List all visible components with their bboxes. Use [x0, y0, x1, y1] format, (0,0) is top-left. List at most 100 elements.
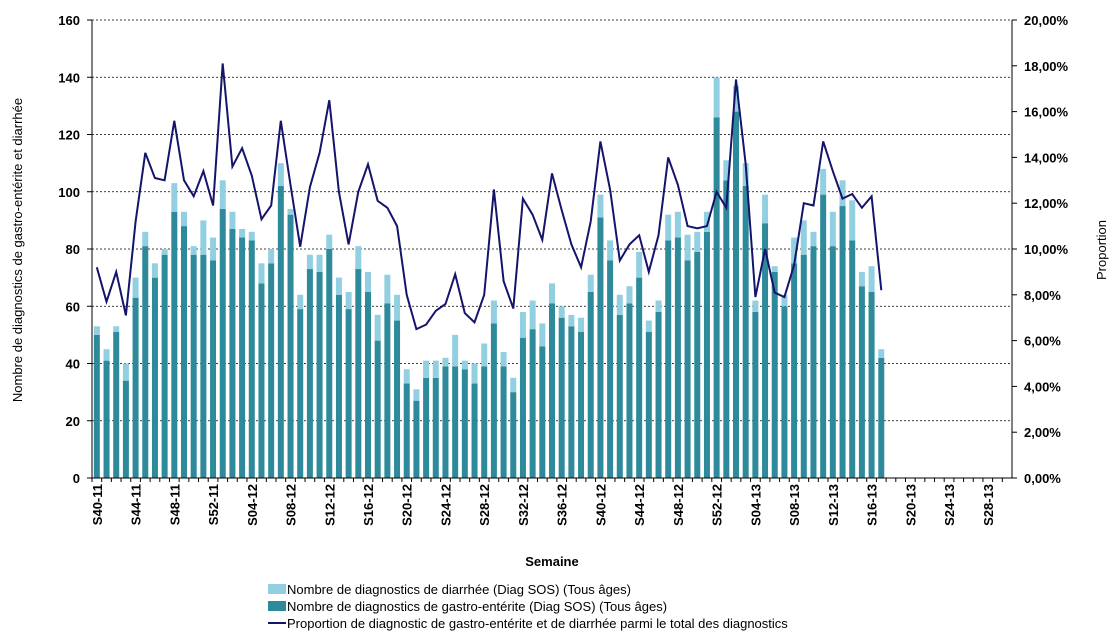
legend-label: Nombre de diagnostics de diarrhée (Diag … [287, 582, 631, 597]
bar-stacked [849, 200, 856, 241]
bar-stacked [548, 283, 556, 304]
bar-stacked [732, 85, 740, 112]
bar [210, 260, 217, 478]
bar [355, 269, 362, 478]
bar [384, 303, 391, 478]
bar [490, 323, 497, 478]
x-tick-label: S12-13 [826, 484, 841, 526]
bar-stacked [694, 231, 701, 252]
legend-label: Nombre de diagnostics de gastro-entérite… [287, 599, 667, 614]
bar [771, 271, 778, 478]
bar [132, 297, 139, 478]
bar [248, 240, 255, 478]
bar [229, 228, 236, 478]
bar-stacked [519, 311, 526, 338]
x-tick-label: S28-13 [981, 484, 996, 526]
x-tick-label: S40-12 [593, 484, 608, 526]
x-tick-label: S24-13 [942, 484, 957, 526]
bar-stacked [442, 357, 449, 367]
bar [674, 237, 681, 478]
bar [597, 217, 604, 478]
bar-stacked [607, 240, 614, 261]
bar-stacked [452, 334, 459, 367]
bar [258, 283, 265, 478]
bar-stacked [248, 231, 255, 241]
y2-tick-label: 20,00% [1024, 13, 1069, 28]
bar [200, 254, 207, 478]
x-tick-label: S52-12 [710, 484, 725, 526]
bar-stacked [210, 237, 217, 261]
y-tick-label: 160 [58, 13, 80, 28]
y2-tick-label: 14,00% [1024, 150, 1069, 165]
y-tick-label: 60 [66, 299, 80, 314]
bar [161, 254, 168, 478]
bar [810, 246, 817, 478]
bar [403, 383, 410, 478]
bar [413, 400, 420, 478]
x-tick-label: S16-13 [865, 484, 880, 526]
bar [791, 263, 798, 478]
bar [180, 226, 188, 478]
bar-stacked [384, 274, 391, 304]
bar [142, 246, 149, 478]
x-tick-label: S32-12 [516, 484, 531, 526]
x-tick-label: S04-13 [748, 484, 763, 526]
x-axis-label: Semaine [525, 554, 578, 569]
x-tick-label: S16-12 [361, 484, 376, 526]
x-tick-label: S08-13 [787, 484, 802, 526]
bar [616, 314, 623, 478]
bar-stacked [461, 360, 468, 370]
bar-stacked [762, 194, 769, 224]
bar-stacked [306, 254, 313, 270]
y2-tick-label: 6,00% [1024, 334, 1061, 349]
bar [471, 383, 478, 478]
x-tick-label: S08-12 [284, 484, 299, 526]
y2-tick-label: 10,00% [1024, 242, 1069, 257]
bar [287, 214, 294, 478]
bar [732, 111, 740, 478]
bar-stacked [878, 349, 885, 358]
y2-tick-label: 8,00% [1024, 288, 1061, 303]
x-tick-label: S44-11 [129, 484, 144, 525]
bar-stacked [335, 277, 342, 295]
bar-stacked [490, 300, 497, 324]
bar [151, 277, 158, 478]
bar [171, 211, 178, 478]
bar [858, 286, 865, 478]
bar-stacked [277, 163, 284, 187]
y-tick-label: 140 [58, 70, 80, 85]
x-tick-label: S36-12 [555, 484, 570, 526]
bar [607, 260, 614, 478]
bar [568, 326, 575, 478]
bar-stacked [723, 160, 730, 181]
y-tick-label: 0 [73, 471, 80, 486]
x-tick-label: S04-12 [245, 484, 260, 526]
bar [694, 251, 701, 478]
bar [752, 311, 759, 478]
bar-stacked [423, 360, 430, 378]
bar-stacked [858, 271, 865, 287]
bar-stacked [481, 343, 488, 367]
bar-stacked [394, 294, 401, 321]
bar-stacked [781, 294, 788, 307]
bar-stacked [626, 286, 633, 304]
bar [364, 291, 372, 478]
bar [452, 366, 459, 478]
x-tick-label: S20-12 [400, 484, 415, 526]
x-tick-label: S44-12 [632, 484, 647, 526]
bar-stacked [364, 271, 372, 292]
bar-stacked [151, 263, 158, 278]
bar [432, 377, 439, 478]
x-tick-label: S12-12 [322, 484, 337, 526]
bar [316, 271, 323, 478]
bar [781, 306, 788, 478]
bar [878, 357, 885, 478]
y-tick-label: 120 [58, 128, 80, 143]
bar [849, 240, 856, 478]
bar-stacked [665, 214, 672, 241]
bar [113, 332, 120, 478]
bar-stacked [413, 389, 420, 401]
legend-label: Proportion de diagnostic de gastro-entér… [287, 616, 788, 631]
bar [219, 208, 226, 479]
bar [723, 180, 730, 479]
